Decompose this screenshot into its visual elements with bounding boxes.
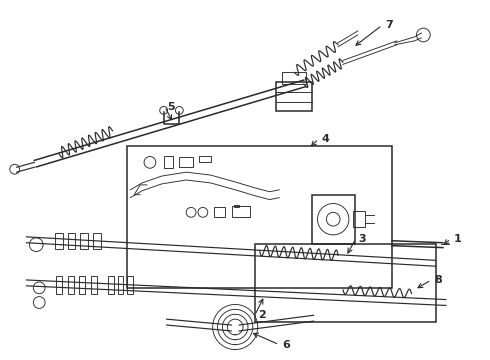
Bar <box>127 276 133 294</box>
Text: 3: 3 <box>359 234 367 244</box>
Bar <box>118 276 123 294</box>
Bar <box>108 276 114 294</box>
Text: 8: 8 <box>434 275 442 285</box>
Bar <box>80 233 88 249</box>
Bar <box>353 211 365 227</box>
Bar <box>93 233 101 249</box>
Bar <box>255 244 436 322</box>
Bar <box>282 72 306 84</box>
Bar <box>68 233 75 249</box>
Bar <box>55 233 63 249</box>
Bar <box>91 276 97 294</box>
Bar <box>234 204 239 207</box>
Bar <box>214 207 225 217</box>
Bar <box>276 82 312 111</box>
Text: 6: 6 <box>282 339 290 350</box>
Text: 7: 7 <box>385 20 393 30</box>
Bar <box>127 146 392 288</box>
Text: 4: 4 <box>321 134 329 144</box>
Bar <box>232 207 250 217</box>
Bar <box>79 276 85 294</box>
Bar <box>312 195 355 244</box>
Bar <box>164 157 173 168</box>
Bar <box>179 157 193 167</box>
Text: 2: 2 <box>258 310 266 320</box>
Bar <box>56 276 62 294</box>
Text: 1: 1 <box>454 234 462 244</box>
Bar <box>68 276 74 294</box>
Text: 5: 5 <box>168 102 175 112</box>
